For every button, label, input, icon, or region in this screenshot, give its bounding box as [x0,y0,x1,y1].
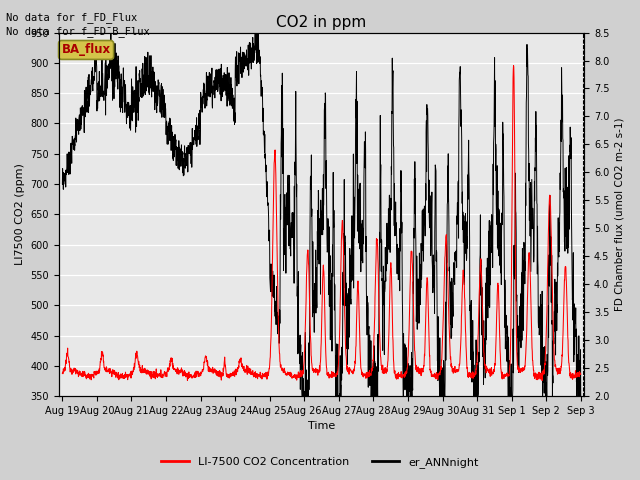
Y-axis label: FD Chamber flux (umol CO2 m-2 s-1): FD Chamber flux (umol CO2 m-2 s-1) [615,118,625,311]
Text: No data for f_FD_Flux: No data for f_FD_Flux [6,12,138,23]
Text: BA_flux: BA_flux [61,44,111,57]
Y-axis label: LI7500 CO2 (ppm): LI7500 CO2 (ppm) [15,163,25,265]
Legend: LI-7500 CO2 Concentration, er_ANNnight: LI-7500 CO2 Concentration, er_ANNnight [157,452,483,472]
X-axis label: Time: Time [308,421,335,432]
Text: No data for f_FD¯B_Flux: No data for f_FD¯B_Flux [6,26,150,37]
Title: CO2 in ppm: CO2 in ppm [276,15,367,30]
